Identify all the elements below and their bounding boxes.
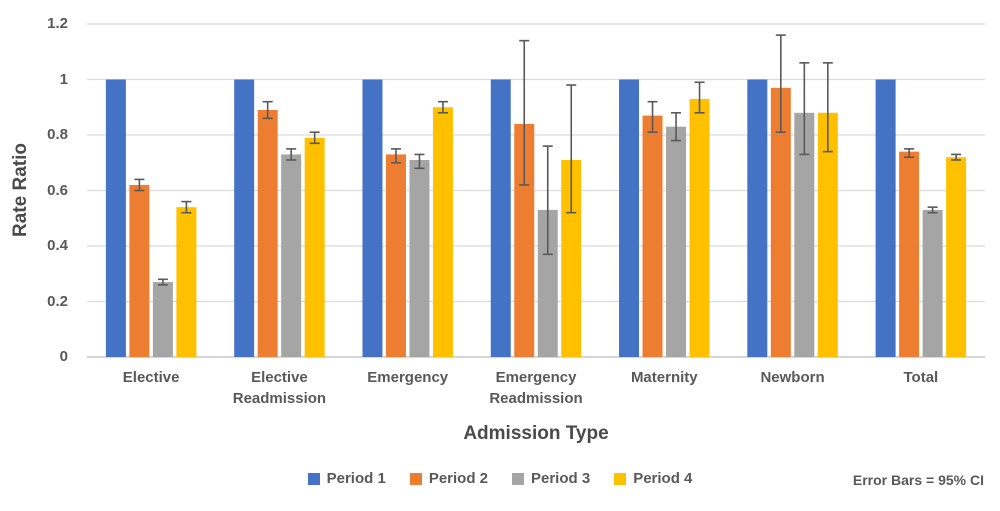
category-label-newborn: Newborn <box>760 369 825 386</box>
bar-period-4-maternity <box>689 98 710 358</box>
category-label-emergency-readmission: Emergency Readmission <box>489 369 583 407</box>
error-bar-period-2-elective <box>134 178 145 192</box>
bar-period-3-total <box>922 209 943 357</box>
legend-label-period-2: Period 2 <box>428 470 488 487</box>
error-bar-period-4-newborn <box>822 62 833 153</box>
error-bar-period-3-elective-readmission <box>286 148 297 161</box>
bar-period-3-emergency <box>409 159 430 357</box>
error-bar-period-3-maternity <box>671 112 682 142</box>
error-bar-period-4-elective <box>181 200 192 214</box>
bar-period-4-newborn <box>817 112 838 357</box>
category-label-emergency: Emergency <box>367 369 449 386</box>
error-bar-period-2-emergency <box>390 148 401 164</box>
category-label-total: Total <box>903 369 939 386</box>
legend-item-period-1: Period 1 <box>307 470 386 487</box>
bar-period-3-newborn <box>794 112 815 357</box>
bar-period-4-total <box>946 157 967 357</box>
category-label-maternity: Maternity <box>630 369 698 386</box>
error-bar-period-2-maternity <box>647 100 658 134</box>
legend-item-period-3: Period 3 <box>512 470 590 487</box>
error-bar-period-3-total <box>927 206 938 214</box>
legend-swatch-period-2 <box>409 472 422 485</box>
bar-period-1-maternity <box>619 79 640 357</box>
bar-period-1-emergency-readmission <box>490 79 511 357</box>
bar-period-1-elective <box>105 79 126 357</box>
bar-period-3-maternity <box>666 126 687 357</box>
error-bar-period-2-newborn <box>775 34 786 134</box>
bar-period-1-total <box>875 79 896 357</box>
bar-period-4-emergency-readmission <box>561 159 582 357</box>
bar-period-1-emergency <box>362 79 383 357</box>
error-bar-period-4-emergency-readmission <box>566 84 577 214</box>
error-bar-note: Error Bars = 95% CI <box>852 472 984 488</box>
legend-item-period-2: Period 2 <box>409 470 488 487</box>
y-tick-label-1-2: 1.2 <box>47 15 68 32</box>
bar-period-4-elective <box>176 207 197 357</box>
y-tick-label-0-8: 0.8 <box>47 126 68 143</box>
bar-period-2-newborn <box>770 87 791 357</box>
error-bar-period-3-emergency <box>414 153 425 170</box>
bar-period-2-emergency-readmission <box>514 123 535 358</box>
legend: Period 1 Period 2 Period 3 Period 4 <box>0 470 1000 487</box>
error-bar-period-3-emergency-readmission <box>542 145 553 256</box>
error-bar-period-3-newborn <box>799 62 810 156</box>
error-bar-period-2-elective-readmission <box>262 100 273 120</box>
y-tick-label-0-4: 0.4 <box>47 237 68 254</box>
legend-label-period-3: Period 3 <box>531 470 591 487</box>
error-bar-period-4-elective-readmission <box>309 131 320 145</box>
error-bar-period-2-emergency-readmission <box>519 39 530 186</box>
bar-period-2-total <box>899 151 920 357</box>
y-tick-label-0-6: 0.6 <box>47 181 68 199</box>
bar-period-3-elective-readmission <box>281 154 302 357</box>
category-label-elective-readmission: Elective Readmission <box>232 369 327 407</box>
category-label-elective: Elective <box>122 369 180 386</box>
bar-period-4-elective-readmission <box>304 137 325 357</box>
legend-label-period-4: Period 4 <box>633 470 693 487</box>
legend-swatch-period-1 <box>307 472 320 485</box>
error-bar-period-4-emergency <box>437 100 448 114</box>
error-bar-period-4-total <box>951 153 962 161</box>
error-bar-period-3-elective <box>157 278 168 286</box>
x-axis-title: Admission Type <box>463 423 609 444</box>
y-tick-label-1: 1 <box>59 70 68 88</box>
bar-period-2-elective <box>129 184 150 357</box>
legend-swatch-period-4 <box>614 472 627 485</box>
legend-label-period-1: Period 1 <box>326 470 386 487</box>
bar-period-3-elective <box>152 282 173 357</box>
bar-period-2-maternity <box>642 115 663 357</box>
bar-period-1-newborn <box>747 79 768 357</box>
bar-period-1-elective-readmission <box>234 79 255 357</box>
bar-period-2-emergency <box>385 154 406 357</box>
bar-period-4-emergency <box>432 107 453 357</box>
legend-item-period-4: Period 4 <box>614 470 692 487</box>
error-bar-period-4-maternity <box>694 81 705 114</box>
legend-swatch-period-3 <box>512 472 524 485</box>
y-tick-label-0-2: 0.2 <box>47 292 68 310</box>
error-bar-period-2-total <box>904 148 915 158</box>
bar-period-2-elective-readmission <box>257 110 278 358</box>
bar-period-3-emergency-readmission <box>537 209 558 357</box>
y-tick-label-0: 0 <box>59 348 68 365</box>
